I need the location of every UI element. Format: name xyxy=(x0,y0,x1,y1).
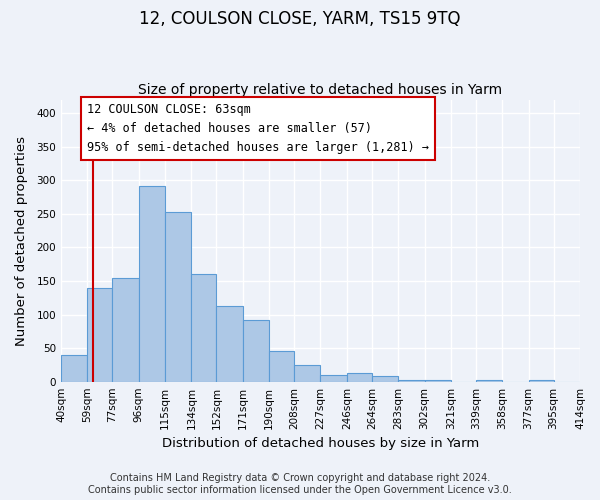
Bar xyxy=(243,320,269,382)
Bar xyxy=(294,365,320,382)
X-axis label: Distribution of detached houses by size in Yarm: Distribution of detached houses by size … xyxy=(162,437,479,450)
Bar xyxy=(372,376,398,382)
Bar xyxy=(425,380,451,382)
Y-axis label: Number of detached properties: Number of detached properties xyxy=(15,136,28,346)
Text: 12, COULSON CLOSE, YARM, TS15 9TQ: 12, COULSON CLOSE, YARM, TS15 9TQ xyxy=(139,10,461,28)
Text: Contains HM Land Registry data © Crown copyright and database right 2024.
Contai: Contains HM Land Registry data © Crown c… xyxy=(88,474,512,495)
Text: 12 COULSON CLOSE: 63sqm
← 4% of detached houses are smaller (57)
95% of semi-det: 12 COULSON CLOSE: 63sqm ← 4% of detached… xyxy=(88,103,430,154)
Bar xyxy=(139,186,165,382)
Bar xyxy=(165,212,191,382)
Bar xyxy=(88,288,112,382)
Bar xyxy=(476,380,502,382)
Bar xyxy=(529,380,554,382)
Bar xyxy=(347,373,372,382)
Bar xyxy=(61,355,88,382)
Bar xyxy=(217,306,243,382)
Bar xyxy=(269,351,294,382)
Title: Size of property relative to detached houses in Yarm: Size of property relative to detached ho… xyxy=(139,83,503,97)
Bar xyxy=(398,380,425,382)
Bar xyxy=(112,278,139,382)
Bar xyxy=(320,375,347,382)
Bar xyxy=(191,274,217,382)
